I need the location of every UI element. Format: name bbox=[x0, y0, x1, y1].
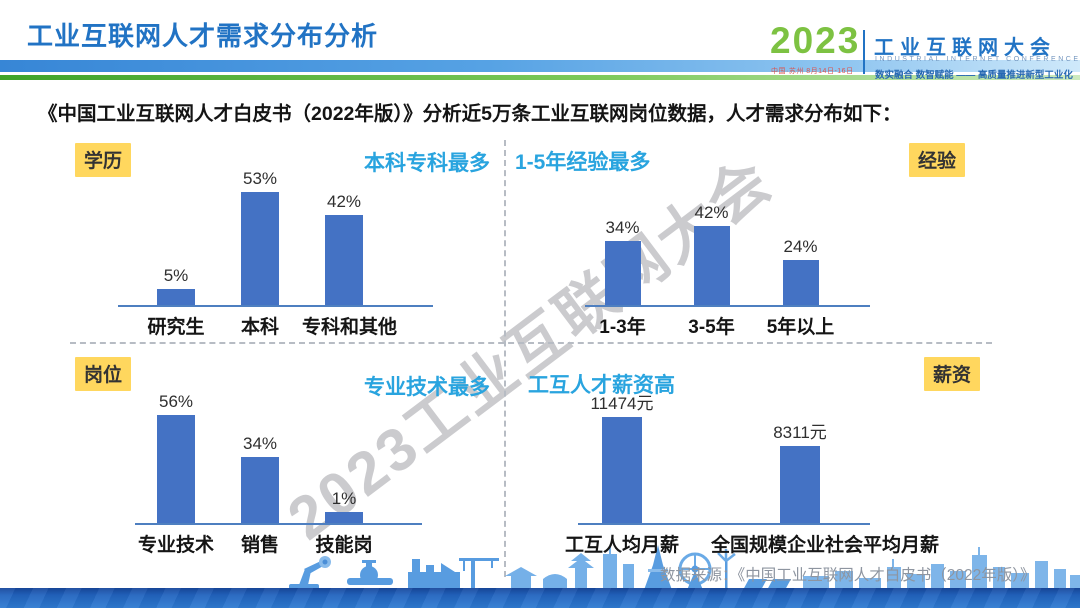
bar-value-label: 53% bbox=[242, 169, 278, 188]
bar-value-label: 24% bbox=[783, 237, 818, 256]
position-axis bbox=[135, 523, 422, 525]
education-categories: 研究生 本科 专科和其他 bbox=[134, 312, 398, 339]
bar bbox=[780, 446, 820, 523]
category-label: 1-3年 bbox=[599, 317, 646, 338]
bar-value-label: 42% bbox=[694, 203, 729, 222]
experience-chart: 1-5年经验最多 经验 34% 42% 24% 1-3年 3-5年 5年以上 bbox=[505, 140, 992, 343]
logo-divider bbox=[863, 30, 865, 74]
logo-venue-date: 中国·苏州 8月14日-16日 bbox=[771, 68, 854, 75]
category-label: 5年以上 bbox=[766, 317, 835, 338]
data-source-text: 数据来源：《中国工业互联网人才白皮书（2022年版）》 bbox=[660, 567, 1036, 584]
salary-chart: 工互人才薪资高 薪资 11474元 8311元 工互人均月薪 全国规模企业社会平均月… bbox=[505, 343, 992, 578]
category-label: 3-5年 bbox=[688, 317, 735, 338]
category-label: 工互人均月薪 bbox=[564, 535, 679, 556]
bar bbox=[325, 512, 363, 523]
vertical-dashed-divider bbox=[504, 140, 506, 577]
bar-column: 42% bbox=[667, 155, 756, 305]
bar bbox=[782, 260, 819, 305]
intro-text: 《中国工业互联网人才白皮书（2022年版）》分析近5万条工业互联网岗位数据，人才… bbox=[38, 103, 902, 125]
salary-axis bbox=[578, 523, 870, 525]
page-title: 工业互联网人才需求分布分析 bbox=[27, 21, 379, 51]
education-bars: 5% 53% 42% bbox=[134, 155, 386, 305]
bar-value-label: 8311元 bbox=[773, 423, 827, 442]
bar bbox=[602, 417, 642, 523]
bar bbox=[693, 226, 730, 305]
bar-column: 56% bbox=[134, 373, 218, 523]
category-label: 研究生 bbox=[147, 317, 205, 338]
header-blue-divider bbox=[0, 60, 1080, 72]
logo-year: 2023 bbox=[770, 20, 861, 61]
conference-logo: 2023 中国·苏州 8月14日-16日 工业互联网大会 INDUSTRIAL … bbox=[770, 22, 1078, 84]
bar-column: 53% bbox=[218, 155, 302, 305]
experience-categories: 1-3年 3-5年 5年以上 bbox=[578, 312, 845, 339]
position-badge: 岗位 bbox=[75, 357, 132, 391]
bar bbox=[604, 241, 641, 305]
salary-categories: 工互人均月薪 全国规模企业社会平均月薪 bbox=[533, 530, 940, 557]
category-label: 技能岗 bbox=[315, 535, 373, 556]
bar bbox=[241, 192, 279, 305]
education-badge: 学历 bbox=[75, 143, 132, 177]
category-label: 销售 bbox=[240, 535, 279, 556]
bar bbox=[157, 415, 195, 523]
bar bbox=[325, 215, 363, 305]
bar bbox=[157, 289, 195, 305]
position-categories: 专业技术 销售 技能岗 bbox=[134, 530, 386, 557]
salary-badge: 薪资 bbox=[923, 357, 980, 391]
category-label: 本科 bbox=[240, 317, 279, 338]
bar-value-label: 11474元 bbox=[590, 394, 654, 413]
bar-value-label: 5% bbox=[163, 266, 189, 285]
experience-axis bbox=[585, 305, 870, 307]
bar-value-label: 56% bbox=[158, 392, 194, 411]
bar-column: 34% bbox=[578, 155, 667, 305]
horizontal-dashed-divider bbox=[70, 342, 992, 344]
logo-name: 工业互联网大会 bbox=[874, 37, 1056, 59]
salary-bars: 11474元 8311元 bbox=[533, 373, 889, 523]
experience-badge: 经验 bbox=[908, 143, 965, 177]
bar-value-label: 34% bbox=[605, 218, 640, 237]
position-chart: 岗位 专业技术最多 56% 34% 1% 专业技术 销售 技能岗 bbox=[60, 343, 505, 578]
position-bars: 56% 34% 1% bbox=[134, 373, 386, 523]
bar-value-label: 42% bbox=[326, 192, 362, 211]
bar-value-label: 1% bbox=[331, 489, 357, 508]
experience-bars: 34% 42% 24% bbox=[578, 155, 845, 305]
bar-column: 24% bbox=[756, 155, 845, 305]
bar-value-label: 34% bbox=[242, 434, 278, 453]
education-chart: 学历 本科专科最多 5% 53% 42% 研究生 本科 专科和其他 bbox=[60, 140, 505, 343]
footer-band bbox=[0, 588, 1080, 608]
bar-column: 1% bbox=[302, 373, 386, 523]
position-annotation: 专业技术最多 bbox=[364, 376, 490, 399]
category-label: 专业技术 bbox=[137, 535, 214, 556]
logo-name-english: INDUSTRIAL INTERNET CONFERENCE bbox=[875, 56, 1080, 63]
bar-column: 42% bbox=[302, 155, 386, 305]
bar-column: 11474元 bbox=[533, 373, 711, 523]
bar-column: 34% bbox=[218, 373, 302, 523]
logo-tagline: 数实融合 数智赋能 —— 高质量推进新型工业化 bbox=[875, 70, 1073, 81]
category-label: 专科和其他 bbox=[302, 317, 398, 338]
salary-annotation: 工互人才薪资高 bbox=[528, 374, 675, 397]
education-axis bbox=[118, 305, 433, 307]
experience-annotation: 1-5年经验最多 bbox=[515, 151, 651, 174]
bar-column: 8311元 bbox=[711, 373, 889, 523]
category-label: 全国规模企业社会平均月薪 bbox=[711, 535, 940, 556]
header-green-divider bbox=[0, 75, 1080, 80]
bar bbox=[241, 457, 279, 523]
education-annotation: 本科专科最多 bbox=[364, 152, 490, 175]
bar-column: 5% bbox=[134, 155, 218, 305]
